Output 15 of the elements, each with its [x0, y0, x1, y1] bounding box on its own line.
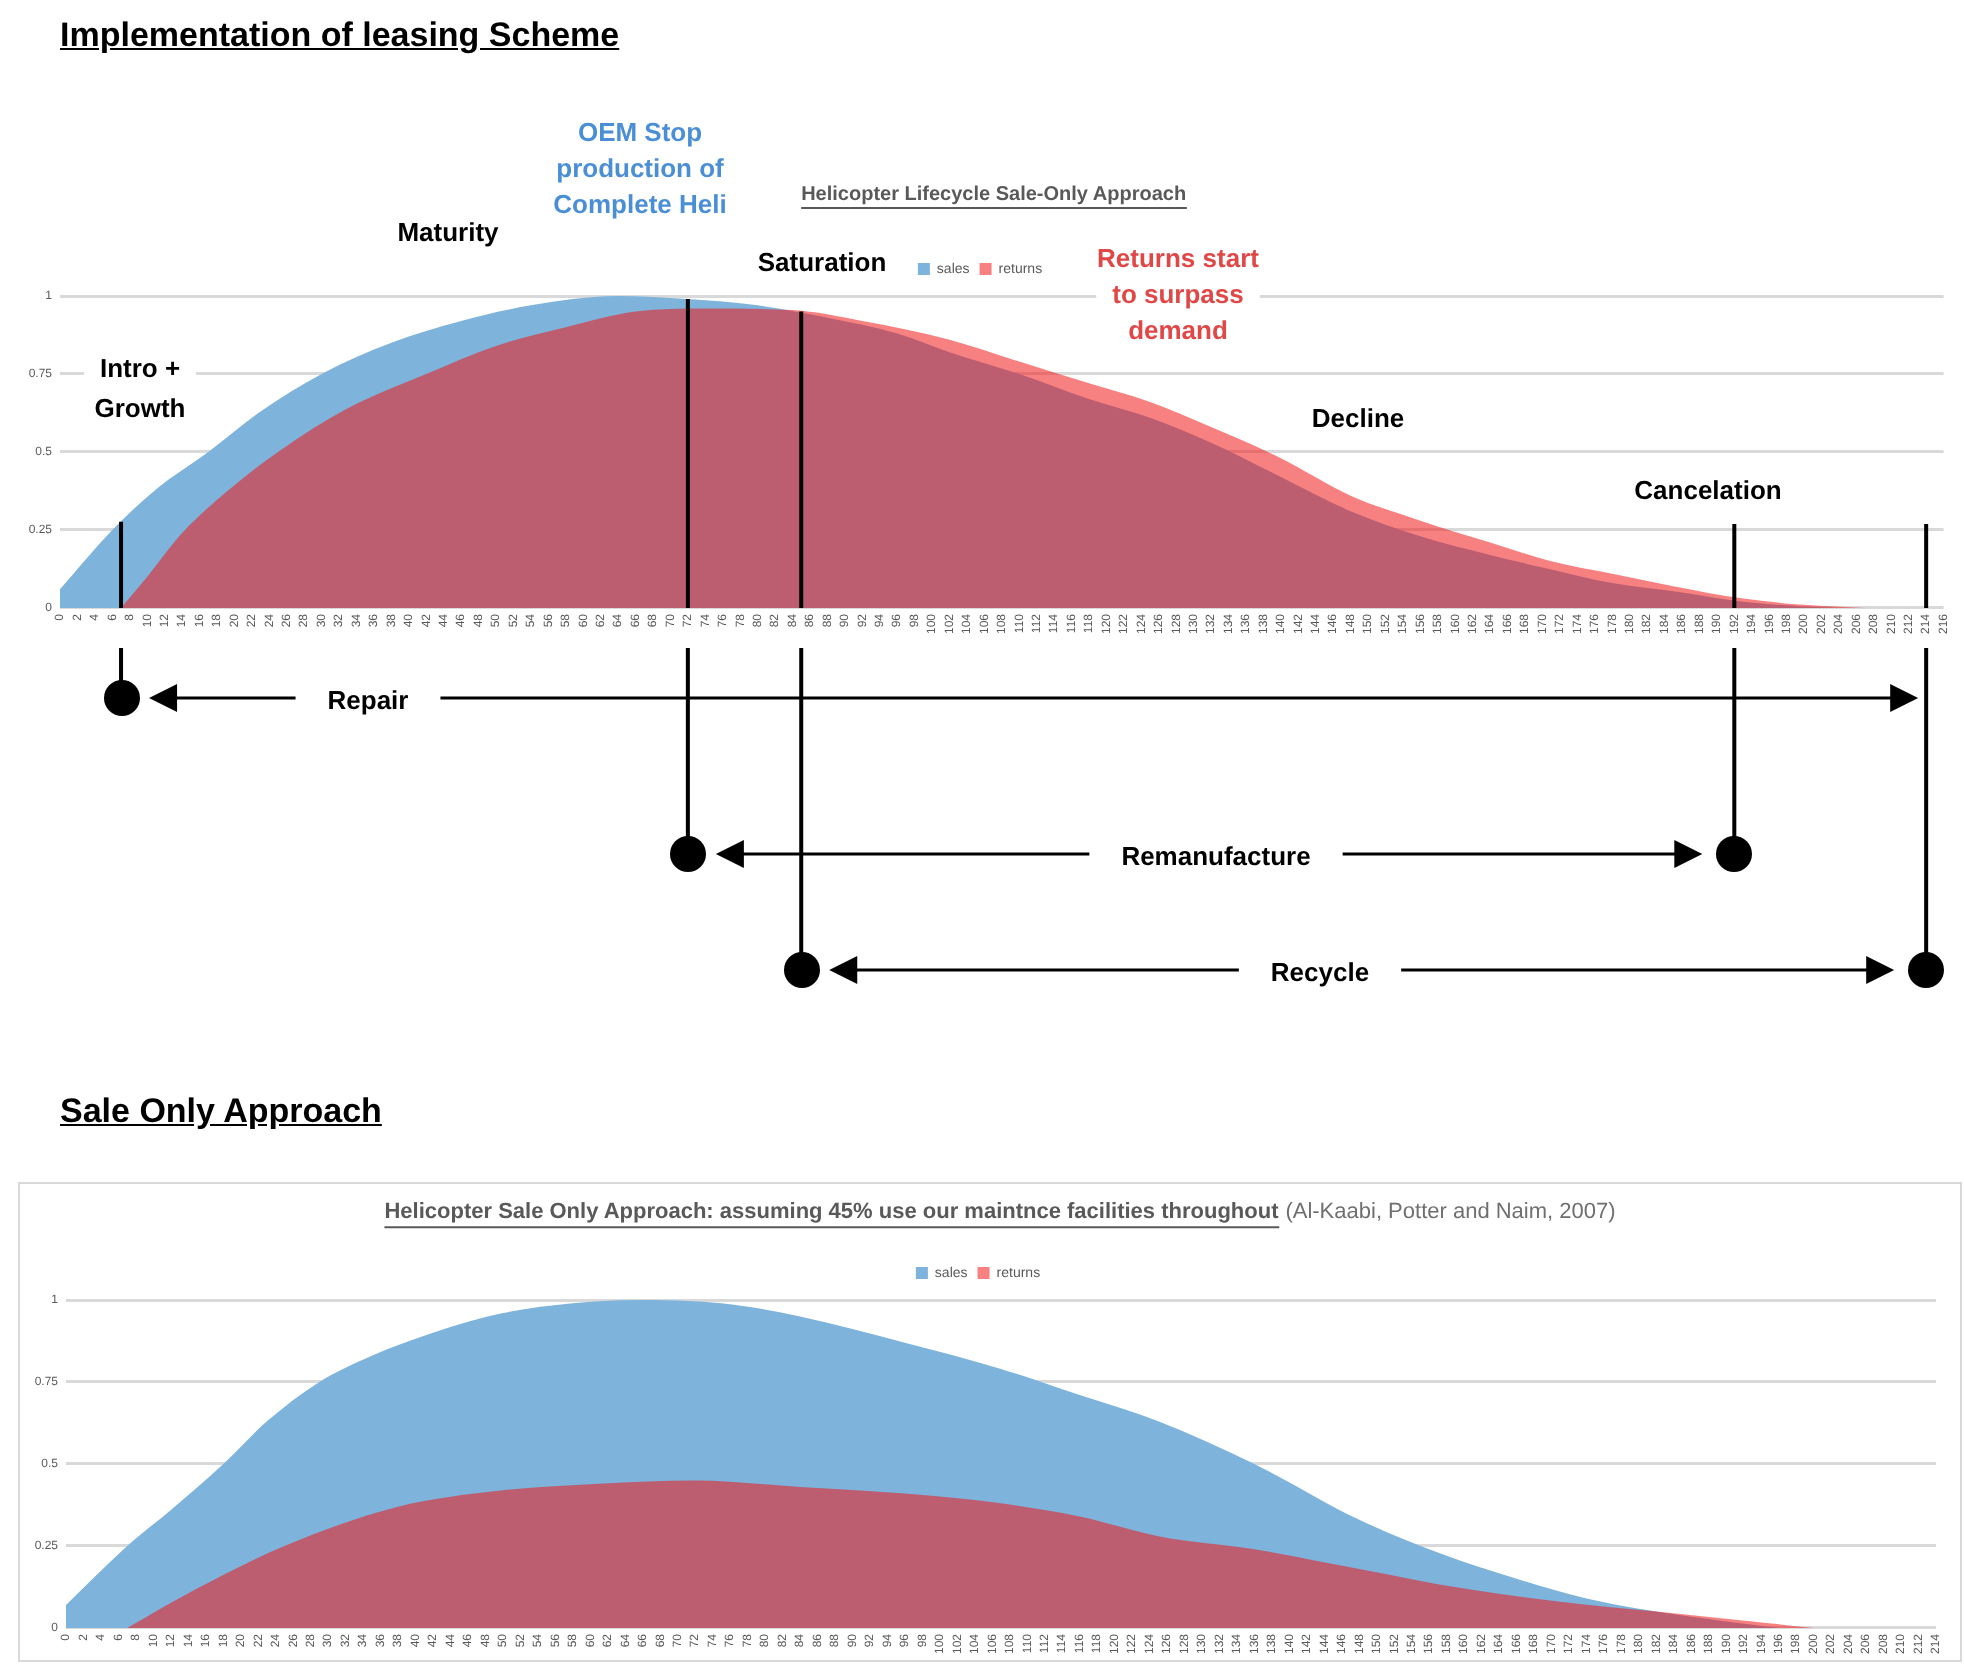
- text: Repair: [327, 685, 409, 716]
- text: OEM Stop production of Complete Heli: [553, 117, 727, 220]
- chart-subtitle: Implementation of leasing Scheme: [60, 16, 620, 56]
- annotation: Decline: [1311, 403, 1405, 434]
- text: Recycle: [1270, 957, 1370, 988]
- chart-title: Helicopter Sale Only Approach: assuming 45% use our maintnce facilities throughout: [384, 1200, 1280, 1225]
- annotation: Returns start to surpass demand: [1097, 243, 1261, 346]
- chart-subtitle: Sale Only Approach: [60, 1092, 382, 1132]
- annotation: Intro + Growth: [94, 353, 186, 424]
- text: (Al-Kaabi, Potter and Naim, 2007): [1279, 1200, 1616, 1225]
- chart-title: Helicopter Lifecycle Sale-Only Approach: [801, 183, 1187, 206]
- text: Saturation: [757, 247, 887, 278]
- text: Maturity: [397, 217, 501, 248]
- text: Remanufacture: [1121, 841, 1311, 872]
- annotation: Cancelation: [1634, 475, 1782, 506]
